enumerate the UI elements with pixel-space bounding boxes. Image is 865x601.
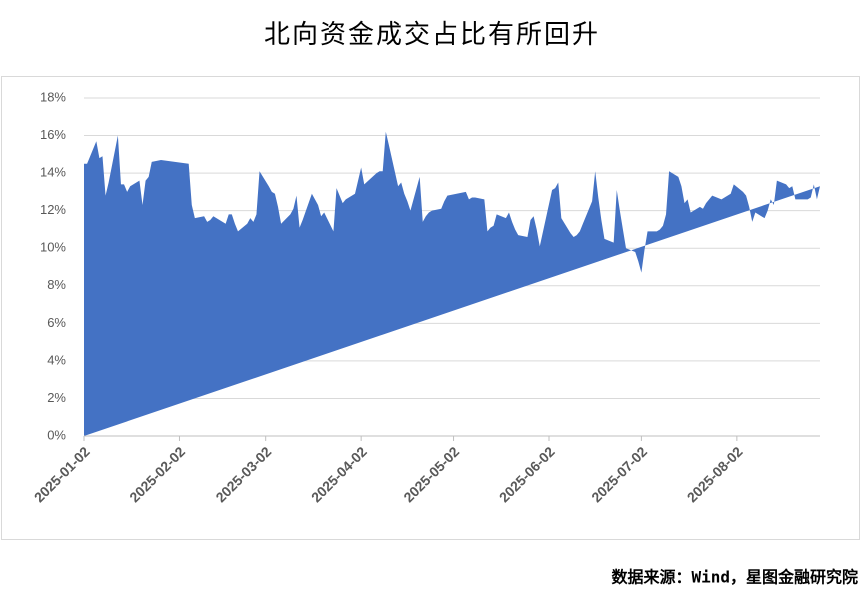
chart-frame bbox=[1, 76, 860, 540]
y-tick-label: 6% bbox=[47, 315, 66, 330]
x-tick-label: 2025-03-02 bbox=[212, 443, 274, 505]
y-tick-label: 14% bbox=[40, 165, 66, 180]
y-tick-label: 16% bbox=[40, 127, 66, 142]
x-tick-label: 2025-04-02 bbox=[308, 443, 370, 505]
x-tick-label: 2025-08-02 bbox=[684, 443, 746, 505]
source-note: 数据来源：Wind，星图金融研究院 bbox=[611, 568, 858, 587]
x-tick-label: 2025-05-02 bbox=[400, 443, 462, 505]
y-tick-label: 10% bbox=[40, 240, 66, 255]
x-tick-label: 2025-02-02 bbox=[126, 443, 188, 505]
y-tick-label: 0% bbox=[47, 427, 66, 442]
chart-title: 北向资金成交占比有所回升 bbox=[264, 20, 600, 50]
y-tick-label: 12% bbox=[40, 202, 66, 217]
x-tick-label: 2025-01-02 bbox=[31, 443, 93, 505]
area bbox=[84, 131, 820, 437]
y-tick-label: 4% bbox=[47, 352, 66, 367]
y-tick-label: 18% bbox=[40, 89, 66, 104]
x-tick-label: 2025-07-02 bbox=[588, 443, 650, 505]
x-tick-label: 2025-06-02 bbox=[496, 443, 558, 505]
y-tick-label: 8% bbox=[47, 277, 66, 292]
y-tick-label: 2% bbox=[47, 390, 66, 405]
